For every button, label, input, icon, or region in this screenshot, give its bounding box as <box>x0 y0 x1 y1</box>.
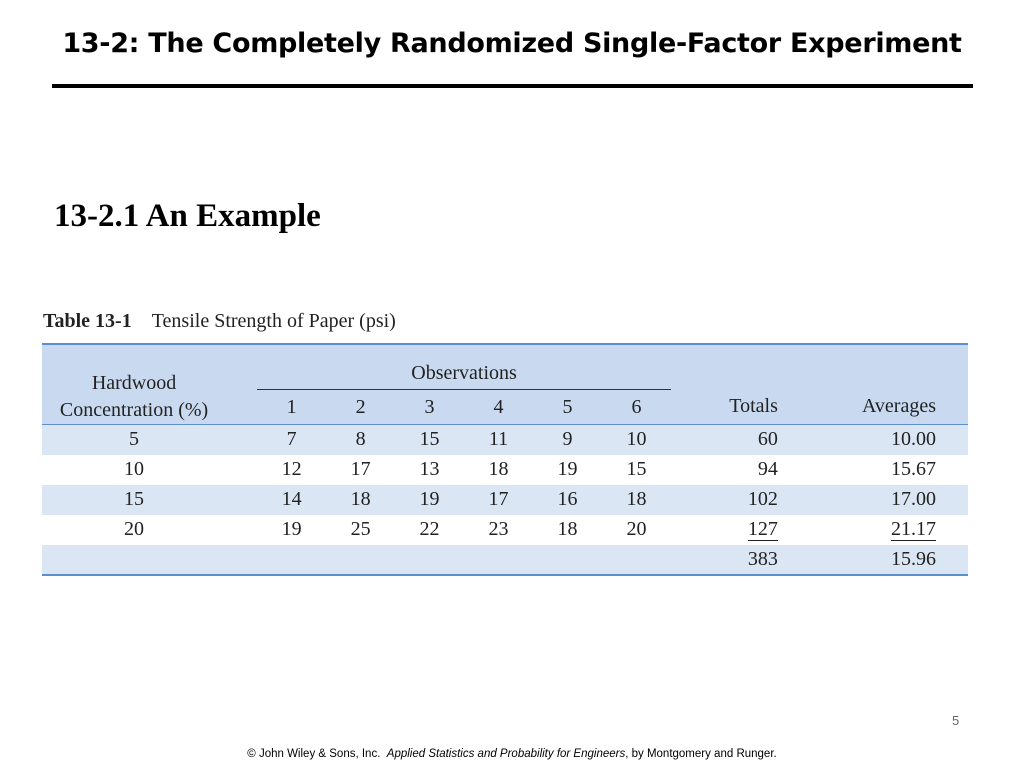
table-row: 10 12 17 13 18 19 15 94 15.67 <box>42 455 968 485</box>
cell-total: 102 <box>747 488 778 510</box>
cell-observation: 25 <box>350 518 371 540</box>
cell-observation: 17 <box>488 488 509 510</box>
header-obs-6: 6 <box>631 395 642 418</box>
cell-average: 21.17 <box>818 515 968 545</box>
header-obs-2: 2 <box>355 395 366 418</box>
cell-total: 60 <box>757 428 778 451</box>
footer-authors: , by Montgomery and Runger. <box>625 748 777 760</box>
header-totals: Totals <box>729 395 778 418</box>
cell-observation: 11 <box>488 428 509 451</box>
cell-average: 15.67 <box>891 458 936 480</box>
cell-observation: 23 <box>488 518 509 540</box>
grand-total-row: 383 15.96 <box>42 544 968 575</box>
cell-observation: 20 <box>626 518 647 540</box>
cell-concentration: 5 <box>129 428 140 451</box>
cell-observation: 14 <box>281 488 302 510</box>
cell-concentration: 20 <box>124 518 145 540</box>
table-row: 5 7 8 15 11 9 10 60 10.00 <box>42 424 968 455</box>
cell-average: 17.00 <box>891 488 936 510</box>
cell-concentration: 15 <box>124 488 145 510</box>
header-obs-3: 3 <box>424 395 435 418</box>
cell-average: 10.00 <box>891 428 936 451</box>
cell-observation: 22 <box>419 518 440 540</box>
cell-observation: 18 <box>488 458 509 480</box>
grand-average: 15.96 <box>891 547 936 570</box>
footer: © John Wiley & Sons, Inc. Applied Statis… <box>0 748 1024 760</box>
cell-observation: 10 <box>626 428 647 451</box>
cell-observation: 8 <box>355 428 366 451</box>
cell-observation: 12 <box>281 458 302 480</box>
table-row: 15 14 18 19 17 16 18 102 17.00 <box>42 484 968 515</box>
footer-book-title: Applied Statistics and Probability for E… <box>386 748 626 760</box>
cell-total: 94 <box>757 458 778 480</box>
header-hardwood-line2: Concentration (%) <box>59 399 209 421</box>
cell-observation: 16 <box>557 488 578 510</box>
header-obs-5: 5 <box>562 395 573 418</box>
cell-observation: 13 <box>419 458 440 480</box>
cell-concentration: 10 <box>124 458 145 480</box>
cell-observation: 19 <box>557 458 578 480</box>
header-hardwood-concentration: Hardwood Concentration (%) <box>42 344 226 425</box>
cell-observation: 18 <box>557 518 578 540</box>
cell-observation: 17 <box>350 458 371 480</box>
page-number: 5 <box>952 713 960 728</box>
cell-observation: 15 <box>419 428 440 451</box>
footer-copyright: © John Wiley & Sons, Inc. <box>247 748 381 760</box>
cell-observation: 19 <box>281 518 302 540</box>
grand-total: 383 <box>747 547 778 570</box>
cell-average-underlined: 21.17 <box>891 518 936 541</box>
header-obs-1: 1 <box>286 395 297 418</box>
table-caption-number: Table 13-1 <box>43 310 132 332</box>
cell-total: 127 <box>671 515 818 545</box>
header-obs-4: 4 <box>493 395 504 418</box>
table-row: 20 19 25 22 23 18 20 127 21.17 <box>42 515 968 545</box>
slide-title: 13-2: The Completely Randomized Single-F… <box>62 28 962 59</box>
cell-observation: 19 <box>419 488 440 510</box>
cell-observation: 9 <box>562 428 573 451</box>
section-heading: 13-2.1 An Example <box>54 198 321 234</box>
cell-observation: 15 <box>626 458 647 480</box>
table-caption: Table 13-1 Tensile Strength of Paper (psi… <box>43 310 396 333</box>
cell-observation: 18 <box>626 488 647 510</box>
cell-total-underlined: 127 <box>747 518 778 541</box>
title-underline <box>52 84 973 88</box>
cell-observation: 7 <box>286 428 297 451</box>
header-hardwood-line1: Hardwood <box>91 372 177 394</box>
tensile-strength-table: Hardwood Concentration (%) Observations … <box>42 343 968 576</box>
cell-observation: 18 <box>350 488 371 510</box>
header-observations: Observations <box>257 344 671 390</box>
header-averages: Averages <box>861 395 936 418</box>
table-caption-text: Tensile Strength of Paper (psi) <box>151 310 396 332</box>
